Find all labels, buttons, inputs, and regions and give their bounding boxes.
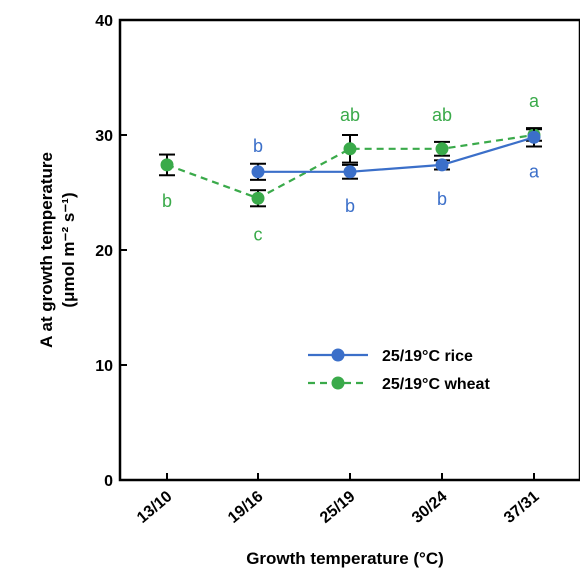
data-point-rice bbox=[435, 158, 449, 172]
significance-letter-wheat: ab bbox=[340, 105, 360, 125]
y-tick-label: 20 bbox=[95, 243, 113, 260]
plot-frame bbox=[118, 18, 580, 482]
y-tick-label: 30 bbox=[95, 128, 113, 145]
significance-letter-rice: b bbox=[437, 189, 447, 209]
x-tick-label: 13/10 bbox=[134, 488, 176, 527]
x-tick-label: 25/19 bbox=[317, 488, 359, 527]
y-axis-title-units: (μmol m⁻² s⁻¹) bbox=[59, 192, 78, 307]
y-axis-title: A at growth temperature bbox=[37, 152, 56, 348]
significance-letter-rice: a bbox=[529, 161, 540, 181]
significance-letter-rice: b bbox=[253, 136, 263, 156]
series-line-wheat bbox=[166, 133, 535, 200]
legend-marker-rice bbox=[331, 348, 345, 362]
data-point-rice bbox=[527, 130, 541, 144]
data-point-wheat bbox=[160, 158, 174, 172]
data-point-rice bbox=[343, 165, 357, 179]
data-point-wheat bbox=[343, 142, 357, 156]
data-point-rice bbox=[251, 165, 265, 179]
legend-label-wheat: 25/19°C wheat bbox=[382, 376, 490, 393]
x-tick-label: 19/16 bbox=[225, 488, 267, 527]
series-line-rice bbox=[258, 136, 535, 173]
y-tick-label: 10 bbox=[95, 358, 113, 375]
y-tick-label: 40 bbox=[95, 13, 113, 30]
x-axis-title: Growth temperature (°C) bbox=[246, 549, 444, 568]
significance-letter-rice: b bbox=[345, 196, 355, 216]
significance-letter-wheat: b bbox=[162, 191, 172, 211]
x-tick-label: 30/24 bbox=[409, 488, 451, 527]
significance-letter-wheat: a bbox=[529, 91, 540, 111]
x-tick-label: 37/31 bbox=[501, 488, 543, 527]
legend: 25/19°C rice 25/19°C wheat bbox=[308, 348, 490, 393]
data-point-wheat bbox=[251, 191, 265, 205]
legend-marker-wheat bbox=[331, 376, 345, 390]
y-axis: 0 10 20 30 40 bbox=[95, 13, 127, 490]
data-point-wheat bbox=[435, 142, 449, 156]
significance-letter-wheat: ab bbox=[432, 105, 452, 125]
significance-letter-wheat: c bbox=[254, 224, 263, 244]
y-tick-label: 0 bbox=[104, 473, 113, 490]
legend-label-rice: 25/19°C rice bbox=[382, 348, 473, 365]
